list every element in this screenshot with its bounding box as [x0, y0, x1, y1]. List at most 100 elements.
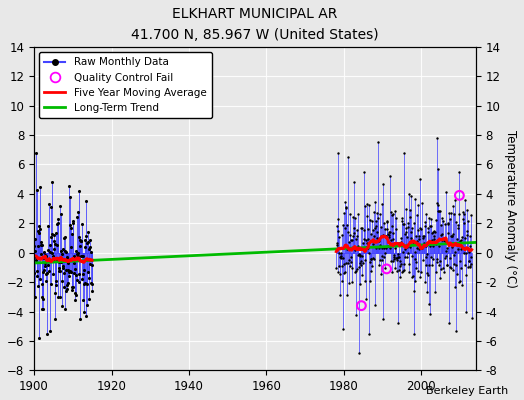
Point — [454, 278, 463, 285]
Point — [402, 225, 411, 231]
Point — [455, 210, 463, 217]
Point — [461, 234, 470, 241]
Point — [442, 262, 451, 268]
Point — [353, 210, 362, 217]
Point — [341, 224, 349, 231]
Point — [332, 264, 341, 271]
Point — [427, 223, 435, 229]
Point — [386, 237, 395, 243]
Point — [424, 228, 433, 235]
Point — [446, 216, 454, 222]
Point — [397, 215, 406, 221]
Point — [443, 262, 451, 269]
Point — [398, 268, 407, 274]
Point — [428, 237, 436, 244]
Point — [381, 226, 389, 232]
Point — [375, 244, 383, 251]
Point — [450, 211, 458, 217]
Point — [385, 228, 393, 235]
Point — [35, 335, 43, 341]
Point — [397, 260, 406, 267]
Point — [79, 252, 88, 259]
Point — [398, 269, 406, 276]
Point — [451, 283, 460, 290]
Point — [49, 253, 57, 259]
Point — [347, 259, 355, 265]
Point — [368, 237, 376, 244]
Point — [347, 253, 356, 260]
Point — [56, 202, 64, 209]
Point — [441, 220, 450, 227]
Point — [367, 231, 375, 238]
Point — [435, 242, 443, 249]
Point — [464, 246, 473, 252]
Point — [72, 277, 81, 283]
Point — [417, 226, 425, 232]
Point — [346, 237, 355, 244]
Point — [430, 239, 439, 245]
Point — [71, 272, 80, 278]
Point — [464, 264, 472, 270]
Point — [41, 260, 49, 266]
Point — [340, 260, 348, 267]
Point — [365, 250, 374, 256]
Point — [390, 254, 398, 260]
Point — [383, 266, 391, 272]
Point — [433, 200, 441, 206]
Point — [59, 263, 68, 270]
Point — [425, 301, 433, 307]
Point — [74, 279, 83, 285]
Point — [412, 238, 421, 245]
Point — [456, 246, 465, 252]
Point — [65, 182, 73, 189]
Point — [48, 179, 56, 185]
Point — [32, 254, 40, 260]
Point — [444, 220, 452, 227]
Point — [67, 269, 75, 276]
Point — [350, 224, 358, 231]
Point — [40, 249, 49, 255]
Point — [439, 265, 447, 272]
Point — [40, 255, 48, 261]
Point — [449, 267, 457, 274]
Point — [84, 269, 92, 276]
Point — [418, 245, 426, 251]
Point — [405, 190, 413, 197]
Point — [38, 306, 46, 312]
Point — [86, 237, 94, 243]
Point — [80, 267, 88, 274]
Point — [430, 227, 439, 234]
Point — [376, 256, 384, 263]
Point — [348, 237, 356, 243]
Point — [375, 238, 384, 244]
Point — [361, 277, 369, 284]
Point — [35, 276, 43, 282]
Point — [337, 232, 346, 238]
Point — [83, 281, 92, 287]
Point — [455, 169, 463, 175]
Point — [445, 263, 454, 270]
Point — [334, 227, 342, 234]
Point — [341, 199, 350, 205]
Point — [421, 223, 429, 229]
Point — [333, 269, 342, 276]
Point — [364, 226, 372, 232]
Point — [410, 220, 418, 226]
Point — [58, 250, 67, 257]
Point — [355, 350, 363, 356]
Point — [404, 224, 412, 230]
Point — [334, 215, 343, 222]
Point — [349, 214, 357, 220]
Point — [66, 268, 74, 274]
Point — [70, 270, 79, 276]
Point — [45, 268, 53, 274]
Point — [401, 206, 410, 212]
Point — [448, 244, 456, 250]
Point — [460, 219, 468, 226]
Point — [51, 241, 59, 247]
Point — [344, 229, 352, 235]
Point — [459, 245, 467, 251]
Point — [336, 254, 345, 260]
Point — [447, 232, 455, 239]
Point — [71, 265, 79, 272]
